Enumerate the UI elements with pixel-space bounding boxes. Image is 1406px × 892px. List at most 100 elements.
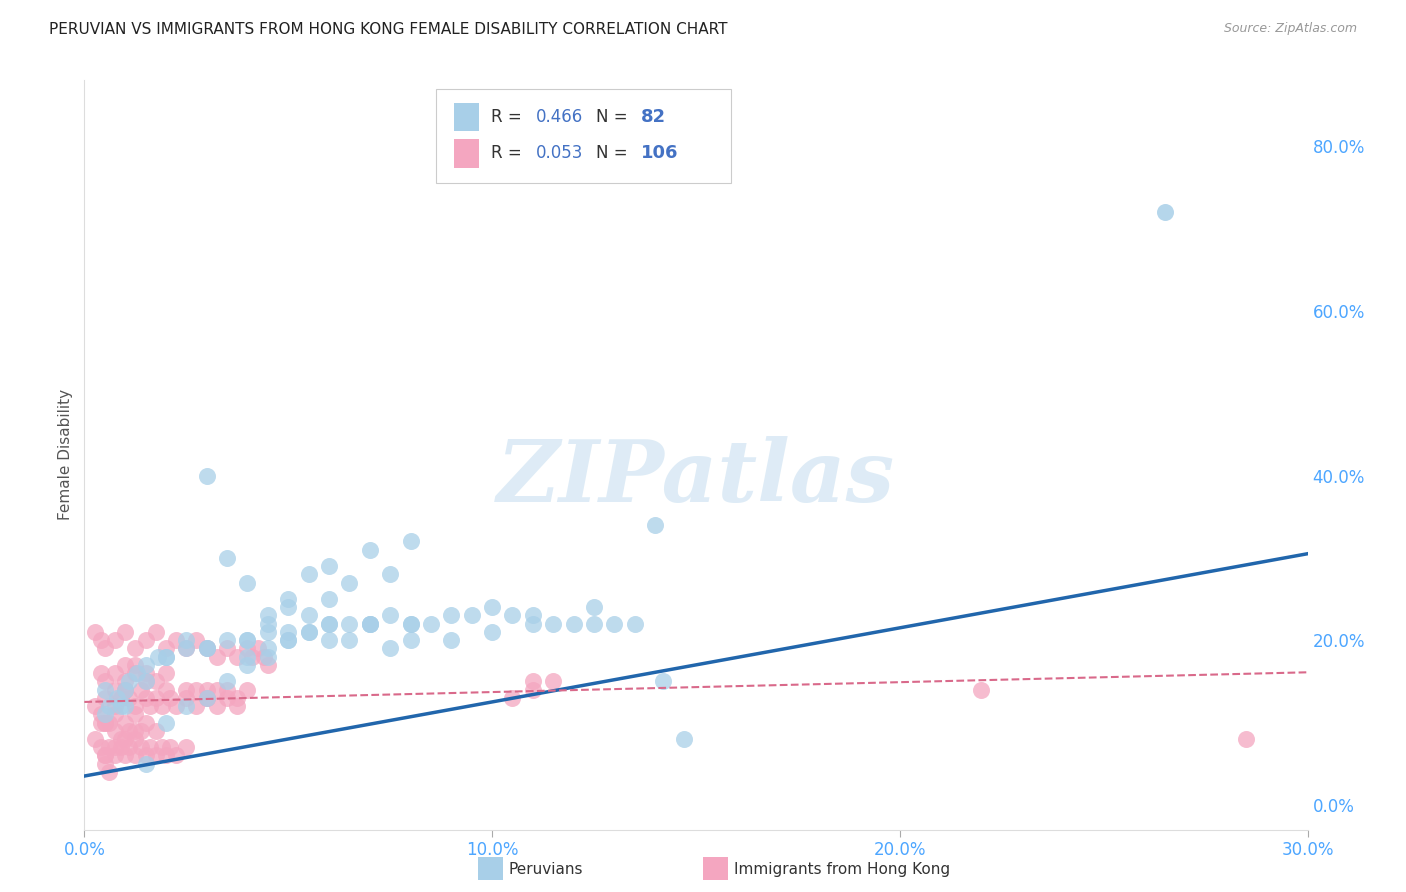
Point <box>440 608 463 623</box>
Point <box>124 707 146 722</box>
Point <box>277 600 299 615</box>
Point <box>114 682 136 697</box>
Point <box>195 468 218 483</box>
Point <box>236 657 259 672</box>
Point <box>562 616 585 631</box>
Point <box>114 657 136 672</box>
Point <box>114 682 136 697</box>
Point <box>236 641 259 656</box>
Point <box>93 748 115 763</box>
Point <box>145 690 167 705</box>
Point <box>97 699 120 714</box>
Point <box>124 699 146 714</box>
Point <box>124 641 146 656</box>
Point <box>104 748 127 763</box>
Point <box>124 748 146 763</box>
Point <box>146 649 169 664</box>
Text: Peruvians: Peruvians <box>509 863 583 877</box>
Point <box>195 690 218 705</box>
Point <box>104 633 127 648</box>
Point <box>236 633 259 648</box>
Point <box>135 715 157 730</box>
Point <box>246 641 269 656</box>
Point <box>93 715 115 730</box>
Point <box>145 674 167 689</box>
Point <box>672 731 695 746</box>
Point <box>135 633 157 648</box>
Point <box>236 682 259 697</box>
Point <box>217 690 239 705</box>
Point <box>298 624 321 639</box>
Point <box>145 748 167 763</box>
Point <box>522 674 544 689</box>
Point <box>195 641 218 656</box>
Point <box>339 633 361 648</box>
Point <box>399 616 422 631</box>
Point <box>155 649 177 664</box>
Point <box>195 690 218 705</box>
Point <box>118 723 141 738</box>
Point <box>257 657 280 672</box>
Point <box>440 633 463 648</box>
Point <box>83 624 105 639</box>
Point <box>135 690 157 705</box>
Point <box>318 633 340 648</box>
Point <box>217 633 239 648</box>
Point <box>318 616 340 631</box>
Point <box>118 674 141 689</box>
Point <box>145 624 167 639</box>
Point <box>502 690 524 705</box>
Point <box>174 633 197 648</box>
Point <box>124 731 146 746</box>
Point <box>135 674 157 689</box>
Point <box>461 608 484 623</box>
Point <box>138 699 160 714</box>
Point <box>97 715 120 730</box>
Point <box>217 674 239 689</box>
Point <box>135 674 157 689</box>
Point <box>83 731 105 746</box>
Point <box>93 715 115 730</box>
Point <box>205 682 228 697</box>
Point <box>236 649 259 664</box>
Text: Source: ZipAtlas.com: Source: ZipAtlas.com <box>1223 22 1357 36</box>
Point <box>583 616 606 631</box>
Point <box>186 633 208 648</box>
Point <box>155 641 177 656</box>
Point <box>110 690 132 705</box>
Point <box>359 616 381 631</box>
Point <box>380 567 402 582</box>
Point <box>217 550 239 565</box>
Point <box>1154 205 1177 219</box>
Point <box>339 575 361 590</box>
Point <box>104 666 127 681</box>
Point <box>236 575 259 590</box>
Point <box>420 616 443 631</box>
Point <box>97 740 120 755</box>
Point <box>131 740 153 755</box>
Point <box>165 633 187 648</box>
Text: Immigrants from Hong Kong: Immigrants from Hong Kong <box>734 863 950 877</box>
Point <box>97 764 120 779</box>
Point <box>90 666 112 681</box>
Point <box>110 731 132 746</box>
Text: N =: N = <box>596 108 633 126</box>
Point <box>298 608 321 623</box>
Point <box>195 641 218 656</box>
Point <box>114 682 136 697</box>
Text: ZIPatlas: ZIPatlas <box>496 435 896 519</box>
Point <box>522 616 544 631</box>
Point <box>226 649 249 664</box>
Point <box>502 608 524 623</box>
Point <box>277 633 299 648</box>
Point <box>135 748 157 763</box>
Point <box>155 649 177 664</box>
Point <box>155 682 177 697</box>
Point <box>155 748 177 763</box>
Point <box>114 624 136 639</box>
Point <box>124 666 146 681</box>
Point <box>110 699 132 714</box>
Point <box>1236 731 1258 746</box>
Point <box>118 690 141 705</box>
Point <box>114 674 136 689</box>
